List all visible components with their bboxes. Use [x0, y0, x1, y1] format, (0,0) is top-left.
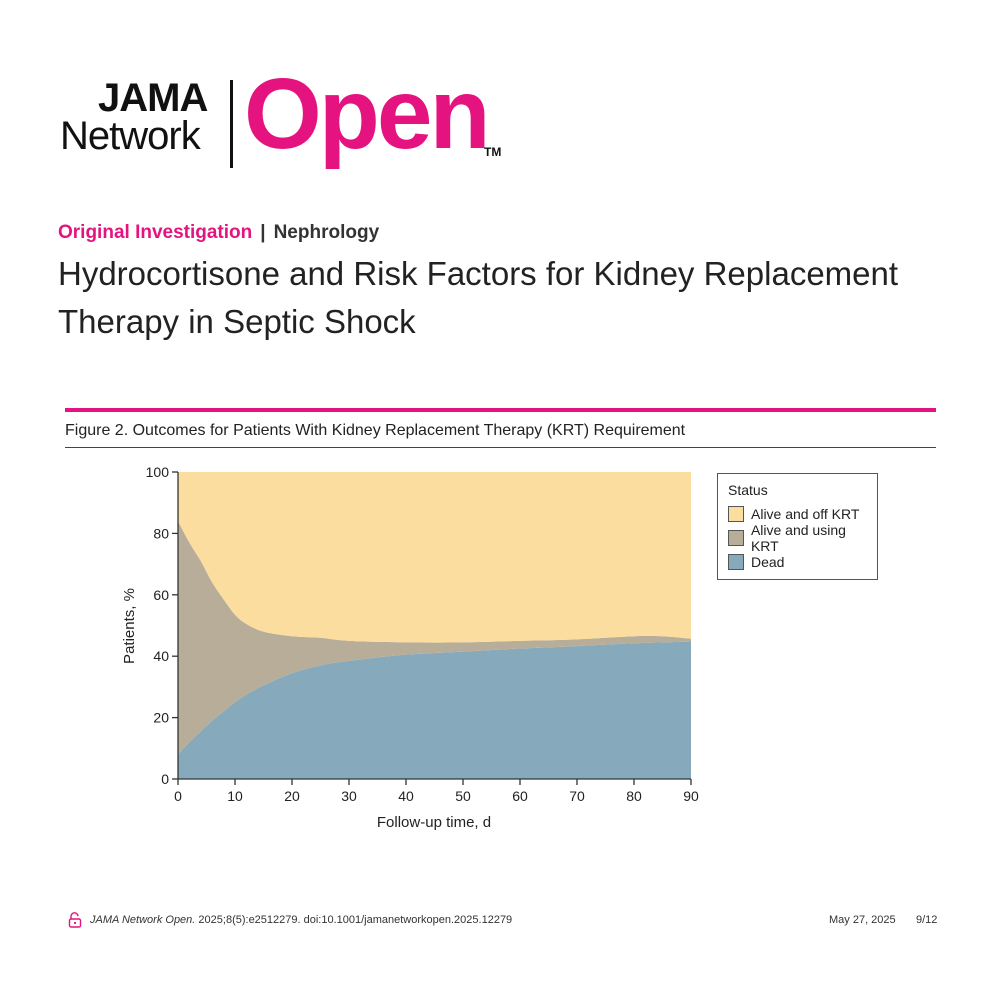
area-dead [178, 641, 691, 779]
footer-journal-name: JAMA Network Open. [90, 914, 196, 926]
x-tick-label: 90 [683, 788, 699, 804]
journal-logo: JAMA Network Open TM [60, 64, 510, 178]
kicker-separator: | [260, 222, 266, 243]
x-tick-label: 60 [512, 788, 528, 804]
x-tick-label: 50 [455, 788, 471, 804]
article-title: Hydrocortisone and Risk Factors for Kidn… [58, 255, 899, 340]
chart-legend: Status Alive and off KRT Alive and using… [717, 473, 878, 580]
y-tick-label: 20 [153, 710, 169, 726]
legend-swatch-alive-off-krt [728, 506, 744, 522]
y-tick-label: 100 [146, 464, 170, 480]
x-tick-label: 70 [569, 788, 585, 804]
area-alive-and-off-krt [178, 472, 691, 643]
article-subject: Nephrology [273, 222, 380, 243]
lock-open-icon [68, 912, 82, 928]
logo-divider [230, 80, 233, 168]
legend-swatch-alive-using-krt [728, 530, 744, 546]
legend-item-alive-using-krt: Alive and using KRT [728, 522, 877, 554]
logo-open-text: Open [244, 58, 491, 170]
figure-caption: Figure 2. Outcomes for Patients With Kid… [65, 422, 686, 439]
y-tick-label: 60 [153, 587, 169, 603]
logo-network-text: Network [60, 114, 201, 158]
footer-citation-details: 2025;8(5):e2512279. doi:10.1001/jamanetw… [198, 914, 513, 926]
chart-axes: 0 20 40 60 80 100 0 10 20 30 40 50 60 70 80 90 [146, 464, 699, 804]
area-alive-and-using-krt [178, 521, 691, 755]
x-tick-label: 20 [284, 788, 300, 804]
legend-label-dead: Dead [751, 554, 785, 570]
x-tick-label: 10 [227, 788, 243, 804]
y-axis-label: Patients, % [121, 588, 138, 664]
footer-date: May 27, 2025 [829, 914, 896, 926]
legend-label-alive-off-krt: Alive and off KRT [751, 506, 860, 522]
page-footer: JAMA Network Open. 2025;8(5):e2512279. d… [0, 912, 1000, 932]
y-tick-label: 80 [153, 525, 169, 541]
legend-label-alive-using-krt: Alive and using KRT [750, 522, 846, 554]
figure-caption-rule [65, 447, 936, 448]
legend-item-alive-off-krt: Alive and off KRT [728, 504, 859, 524]
figure-top-rule [65, 408, 936, 412]
x-axis-label: Follow-up time, d [377, 814, 491, 831]
chart-areas [178, 472, 691, 779]
x-tick-label: 40 [398, 788, 414, 804]
logo-trademark: TM [484, 145, 502, 159]
x-tick-label: 80 [626, 788, 642, 804]
logo-jama-text: JAMA [98, 76, 208, 120]
footer-citation: JAMA Network Open. 2025;8(5):e2512279. d… [90, 914, 512, 926]
footer-page-number: 9/12 [916, 914, 938, 926]
legend-title: Status [728, 482, 768, 498]
x-tick-label: 0 [174, 788, 182, 804]
legend-item-dead: Dead [728, 552, 784, 572]
x-tick-label: 30 [341, 788, 357, 804]
legend-swatch-dead [728, 554, 744, 570]
y-tick-label: 40 [153, 648, 169, 664]
article-kicker: Original Investigation | Nephrology [58, 220, 379, 246]
article-category: Original Investigation [58, 222, 253, 243]
y-tick-label: 0 [161, 771, 169, 787]
